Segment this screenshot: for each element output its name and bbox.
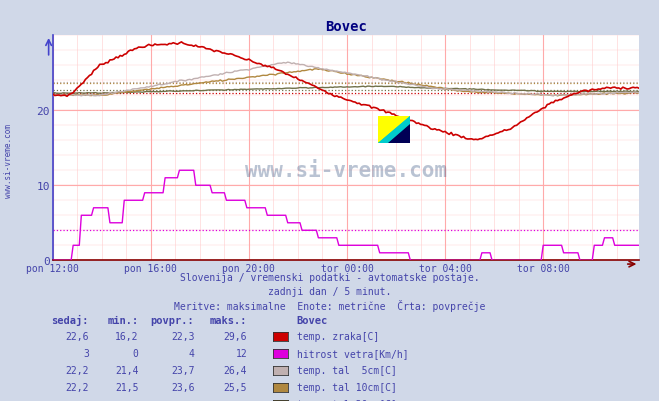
Text: 12: 12 — [235, 348, 247, 358]
Text: 29,6: 29,6 — [223, 332, 247, 342]
Polygon shape — [378, 117, 411, 144]
Text: 22,3: 22,3 — [171, 332, 194, 342]
Text: 23,7: 23,7 — [171, 365, 194, 375]
Text: 3: 3 — [83, 348, 89, 358]
Polygon shape — [388, 125, 411, 144]
Text: www.si-vreme.com: www.si-vreme.com — [245, 161, 447, 181]
Text: 0: 0 — [132, 348, 138, 358]
Text: www.si-vreme.com: www.si-vreme.com — [4, 124, 13, 197]
Text: temp. tal 10cm[C]: temp. tal 10cm[C] — [297, 382, 397, 392]
Text: 26,4: 26,4 — [223, 365, 247, 375]
Text: 21,5: 21,5 — [115, 382, 138, 392]
Text: 21,4: 21,4 — [115, 365, 138, 375]
Text: 16,2: 16,2 — [115, 332, 138, 342]
Text: Meritve: maksimalne  Enote: metrične  Črta: povprečje: Meritve: maksimalne Enote: metrične Črta… — [174, 300, 485, 312]
Text: zadnji dan / 5 minut.: zadnji dan / 5 minut. — [268, 287, 391, 297]
Text: 22,2: 22,2 — [65, 365, 89, 375]
Polygon shape — [378, 117, 411, 144]
Text: -nan: -nan — [223, 399, 247, 401]
Text: Bovec: Bovec — [297, 315, 328, 325]
Text: sedaj:: sedaj: — [51, 314, 89, 325]
Text: hitrost vetra[Km/h]: hitrost vetra[Km/h] — [297, 348, 408, 358]
Text: povpr.:: povpr.: — [151, 315, 194, 325]
Text: maks.:: maks.: — [210, 315, 247, 325]
Text: temp. tal 20cm[C]: temp. tal 20cm[C] — [297, 399, 397, 401]
Text: 4: 4 — [188, 348, 194, 358]
Text: temp. zraka[C]: temp. zraka[C] — [297, 332, 379, 342]
Text: -nan: -nan — [115, 399, 138, 401]
Text: Slovenija / vremenski podatki - avtomatske postaje.: Slovenija / vremenski podatki - avtomats… — [180, 273, 479, 283]
Text: 22,6: 22,6 — [65, 332, 89, 342]
Text: -nan: -nan — [65, 399, 89, 401]
Text: 25,5: 25,5 — [223, 382, 247, 392]
Text: 22,2: 22,2 — [65, 382, 89, 392]
Text: 23,6: 23,6 — [171, 382, 194, 392]
Text: -nan: -nan — [171, 399, 194, 401]
Polygon shape — [378, 117, 411, 144]
Title: Bovec: Bovec — [325, 20, 367, 34]
Text: temp. tal  5cm[C]: temp. tal 5cm[C] — [297, 365, 397, 375]
Text: min.:: min.: — [107, 315, 138, 325]
